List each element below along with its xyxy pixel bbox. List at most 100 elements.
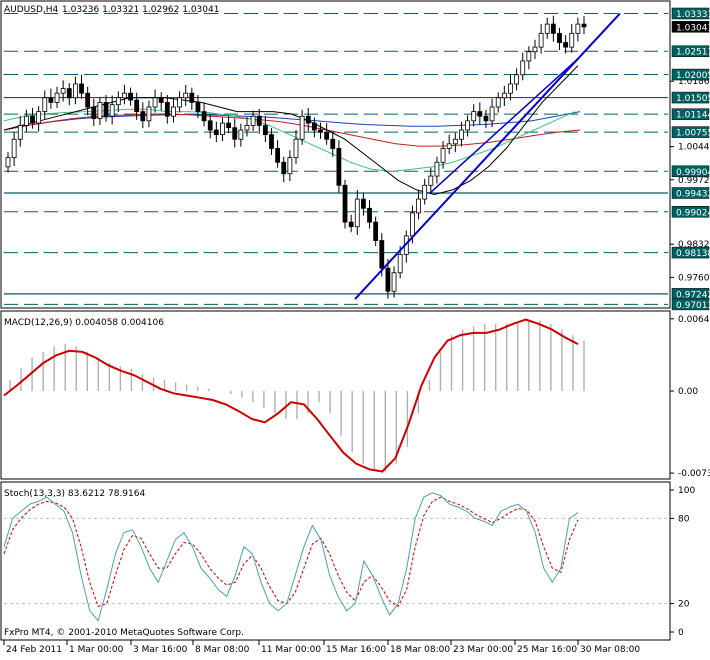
level-price-label: 0.99432	[671, 187, 710, 200]
trendline-secondary	[429, 58, 579, 194]
time-axis-label: 8 Mar 08:00	[195, 645, 250, 655]
time-axis-label: 11 Mar 00:00	[261, 645, 321, 655]
candle-body	[452, 138, 458, 145]
candle-body	[501, 92, 507, 99]
candle-body	[440, 148, 446, 163]
candle-body	[60, 88, 66, 94]
candle-body	[311, 122, 317, 131]
current-price-label: 1.03041	[671, 21, 710, 33]
candle-body	[422, 184, 428, 200]
candle-body	[256, 115, 262, 126]
level-label-box	[671, 21, 710, 33]
candle-body	[103, 101, 109, 117]
level-label-text: 0.97242	[676, 290, 710, 300]
stoch-signal-line	[3, 496, 579, 608]
candle-body	[477, 111, 483, 117]
candle-body	[550, 23, 556, 34]
candle-body	[361, 198, 366, 209]
candle-body	[373, 221, 379, 241]
candle-body	[287, 157, 293, 175]
macd-axis-label: -0.00734	[678, 469, 710, 479]
macd-axis-label: 0.00	[678, 387, 698, 397]
candle-body	[23, 115, 29, 126]
candle-body	[73, 83, 78, 99]
candle-body	[569, 32, 575, 48]
level-price-label: 1.01505	[671, 91, 710, 104]
candle-body	[495, 97, 501, 108]
candle-body	[109, 104, 115, 117]
candle-body	[336, 148, 342, 186]
candle-body	[122, 92, 127, 99]
time-axis: 24 Feb 2011 1 Mar 00:00 3 Mar 16:00 8 Mar 0…	[3, 640, 640, 655]
candle-body	[226, 122, 231, 129]
candle-body	[17, 125, 23, 140]
candle-body	[575, 23, 581, 34]
candle-body	[459, 129, 464, 140]
time-axis-label: 15 Mar 16:00	[326, 645, 386, 655]
price-panel	[3, 12, 668, 305]
stoch-title: Stoch(13,3,3) 83.6212 78.9164	[4, 489, 145, 499]
candle-body	[250, 115, 256, 126]
candle-body	[79, 83, 84, 94]
level-price-label: 0.99904	[671, 165, 710, 178]
candle-body	[508, 83, 513, 94]
level-price-label: 1.02511	[671, 45, 710, 58]
candle-body	[299, 115, 305, 140]
level-label-text: 0.97013	[676, 301, 710, 311]
price-axis-label: 0.97600	[678, 273, 710, 283]
candle-body	[183, 92, 189, 99]
level-label-box	[671, 298, 710, 311]
candle-body	[97, 101, 103, 119]
candle-body	[152, 97, 158, 108]
level-price-label: 0.98138	[671, 246, 710, 259]
candle-body	[201, 111, 207, 122]
candle-body	[354, 198, 360, 228]
candle-body	[563, 42, 569, 48]
candle-body	[532, 46, 538, 53]
level-label-box	[671, 7, 710, 20]
candle-body	[11, 138, 17, 159]
stoch-panel	[3, 492, 668, 622]
candle-body	[36, 111, 42, 124]
candle-body	[446, 143, 452, 149]
level-label-box	[671, 246, 710, 259]
candle-body	[544, 23, 550, 34]
level-label-box	[671, 206, 710, 218]
candle-body	[379, 240, 385, 269]
level-label-text: 0.99432	[676, 190, 710, 200]
level-label-text: 0.98138	[676, 249, 710, 259]
level-label-text: 1.00755	[676, 129, 710, 139]
candle-body	[581, 23, 587, 28]
candle-body	[158, 97, 164, 103]
level-label-box	[671, 68, 710, 81]
candle-body	[220, 122, 225, 136]
candle-body	[416, 198, 421, 214]
stoch-axis-label: 100	[678, 486, 695, 496]
time-axis-label: 24 Feb 2011	[6, 645, 62, 655]
time-axis-label: 30 Mar 08:00	[580, 645, 640, 655]
candle-body	[244, 125, 250, 131]
candle-body	[177, 97, 182, 108]
candle-body	[520, 60, 526, 76]
time-axis-label: 25 Mar 16:00	[517, 645, 577, 655]
candle-body	[30, 115, 35, 124]
level-label-text: 1.01505	[676, 94, 710, 104]
level-price-label: 1.00755	[671, 126, 710, 139]
ohlc-readout: 1.03236 1.03321 1.02962 1.03041	[62, 5, 219, 15]
candle-body	[330, 138, 336, 149]
candle-body	[483, 115, 489, 122]
candle-body	[189, 92, 195, 103]
candle-body	[140, 111, 146, 122]
macd-signal-line	[3, 318, 579, 473]
candle-body	[5, 157, 11, 168]
level-label-box	[671, 165, 710, 178]
macd-axis-label: 0.00646	[678, 315, 710, 325]
stoch-axis-label: 0	[678, 628, 684, 638]
candle-body	[410, 212, 415, 237]
stoch-main-line	[3, 492, 579, 622]
time-axis-label: 18 Mar 08:00	[390, 645, 450, 655]
stoch-panel-frame	[0, 481, 671, 641]
